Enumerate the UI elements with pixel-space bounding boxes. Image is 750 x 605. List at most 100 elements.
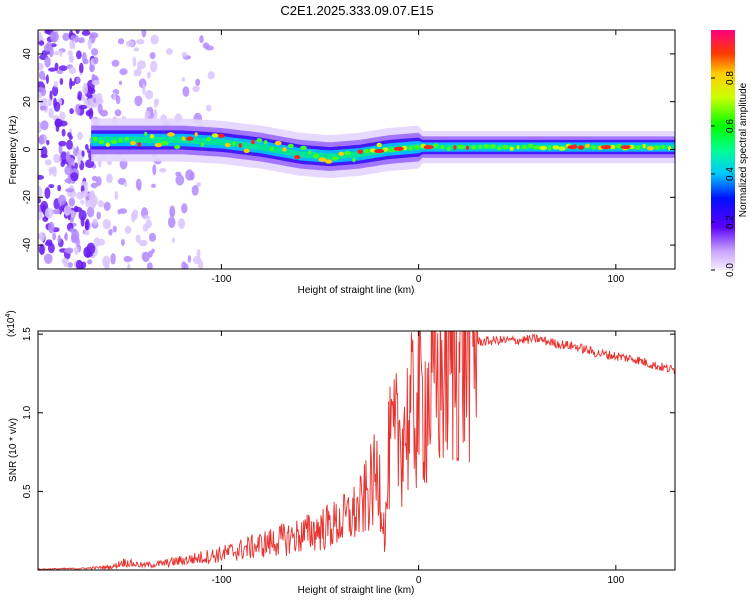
noise-blob bbox=[132, 209, 139, 220]
ridge-peak bbox=[635, 145, 641, 150]
noise-blob bbox=[56, 69, 64, 74]
noise-blob bbox=[87, 38, 92, 50]
ridge-peak bbox=[251, 139, 255, 145]
ridge-peak bbox=[224, 142, 231, 148]
ridge-peak bbox=[393, 146, 404, 151]
noise-blob bbox=[68, 197, 76, 207]
noise-blob bbox=[38, 62, 44, 71]
noise-blob bbox=[199, 35, 204, 44]
noise-blob bbox=[48, 67, 57, 72]
ridge-peak bbox=[591, 145, 597, 150]
ridge-peak bbox=[274, 141, 282, 146]
noise-blob bbox=[66, 139, 73, 150]
noise-blob bbox=[81, 30, 91, 36]
noise-blob bbox=[63, 234, 68, 240]
noise-blob bbox=[53, 97, 57, 108]
ridge-peak bbox=[186, 136, 194, 141]
colorbar-ticks: 0.0 0.2 0.4 0.6 0.8 bbox=[711, 71, 736, 277]
noise-blob bbox=[74, 246, 79, 255]
noise-blob bbox=[58, 65, 68, 72]
noise-blob bbox=[86, 206, 95, 218]
noise-blob bbox=[84, 220, 89, 231]
ridge-peak bbox=[325, 159, 333, 164]
ridge-peak bbox=[338, 151, 345, 156]
noise-blob bbox=[47, 98, 52, 107]
noise-blob bbox=[169, 205, 176, 218]
noise-blob bbox=[80, 216, 85, 227]
noise-blob bbox=[86, 98, 95, 109]
noise-blob bbox=[108, 228, 113, 236]
ridge-peak bbox=[533, 145, 541, 150]
snr-multiplier-base: (x10 bbox=[6, 317, 17, 337]
noise-blob bbox=[75, 30, 80, 34]
noise-blob bbox=[57, 194, 67, 206]
colorbar: 0.0 0.2 0.4 0.6 0.8 Normalized spectral ampl… bbox=[711, 30, 749, 277]
noise-blob bbox=[64, 178, 72, 184]
ridge-peak bbox=[466, 145, 469, 150]
noise-blob bbox=[39, 235, 45, 242]
noise-blob bbox=[78, 104, 88, 110]
ridge-peak bbox=[105, 142, 111, 147]
noise-blob bbox=[178, 218, 185, 229]
ridge-peak bbox=[453, 145, 457, 150]
snr-marks bbox=[38, 331, 675, 570]
colorbar-tick-label: 0.0 bbox=[725, 263, 736, 277]
y-tick-label: -20 bbox=[22, 190, 33, 205]
noise-blob bbox=[68, 55, 74, 63]
noise-blob bbox=[93, 56, 99, 65]
noise-blob bbox=[69, 228, 78, 234]
noise-blob bbox=[67, 50, 73, 56]
noise-blob bbox=[181, 203, 188, 214]
noise-blob bbox=[142, 215, 151, 220]
noise-blob bbox=[67, 262, 73, 268]
noise-blob bbox=[196, 182, 202, 187]
noise-blob bbox=[70, 81, 76, 86]
noise-blob bbox=[79, 62, 84, 74]
noise-blob bbox=[82, 83, 88, 95]
noise-blob bbox=[123, 255, 132, 263]
noise-blob bbox=[90, 190, 95, 201]
noise-blob bbox=[110, 253, 116, 265]
noise-blob bbox=[44, 159, 52, 166]
y-tick-label: -40 bbox=[22, 237, 33, 252]
ridge-peak bbox=[154, 142, 162, 148]
noise-blob bbox=[85, 109, 94, 117]
ridge-peak bbox=[256, 138, 263, 143]
x-tick-label: -100 bbox=[211, 575, 231, 586]
noise-blob bbox=[95, 92, 103, 104]
noise-blob bbox=[40, 120, 49, 131]
noise-blob bbox=[52, 232, 56, 241]
x-tick-label: 0 bbox=[416, 575, 422, 586]
ridge-band bbox=[91, 136, 675, 160]
ridge-peak bbox=[440, 144, 444, 150]
noise-blob bbox=[44, 253, 53, 264]
ridge-peak bbox=[218, 133, 225, 138]
noise-blob bbox=[84, 230, 90, 236]
noise-blob bbox=[90, 198, 97, 209]
ridge-peak bbox=[167, 132, 175, 137]
noise-blob bbox=[202, 42, 210, 49]
noise-blob bbox=[123, 181, 128, 187]
snr-multiplier: (x104) bbox=[5, 310, 17, 337]
ridge-peak bbox=[130, 140, 136, 146]
noise-blob bbox=[96, 211, 101, 220]
ridge-peak bbox=[483, 144, 490, 149]
noise-blob bbox=[171, 237, 175, 244]
noise-blob bbox=[187, 255, 192, 263]
noise-blob bbox=[150, 34, 159, 45]
noise-blob bbox=[165, 48, 173, 55]
noise-blob bbox=[103, 201, 111, 211]
ridge-peak bbox=[388, 148, 396, 153]
noise-blob bbox=[121, 238, 125, 247]
noise-blob bbox=[44, 187, 51, 199]
noise-blob bbox=[183, 263, 189, 269]
y-tick-label: 40 bbox=[22, 48, 33, 60]
ridge-peak bbox=[539, 145, 548, 151]
noise-blob bbox=[73, 205, 79, 213]
noise-blob bbox=[125, 40, 135, 47]
noise-blob bbox=[52, 85, 59, 97]
noise-blob bbox=[57, 234, 61, 244]
noise-blob bbox=[38, 197, 42, 204]
ridge-peak bbox=[661, 144, 666, 150]
noise-blob bbox=[135, 234, 141, 243]
